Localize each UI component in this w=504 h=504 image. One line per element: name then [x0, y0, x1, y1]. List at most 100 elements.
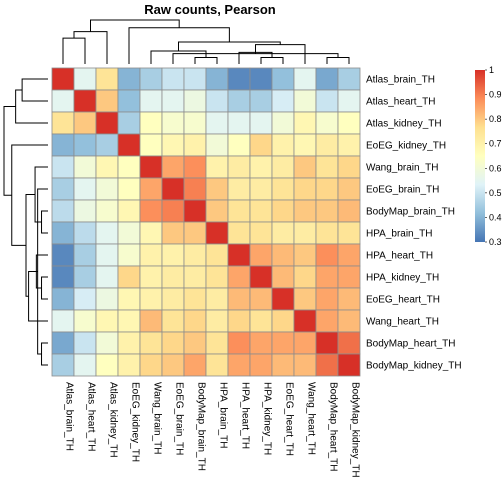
heatmap-cell — [73, 111, 97, 135]
dendrogram-branch — [62, 37, 86, 64]
dendrogram-branch — [21, 78, 48, 102]
heatmap-cell — [271, 243, 295, 267]
row-label: HPA_heart_TH — [366, 251, 433, 262]
heatmap-cell — [293, 133, 317, 157]
heatmap-cell — [51, 155, 75, 179]
heatmap-cell — [161, 331, 185, 355]
heatmap-cell — [139, 199, 163, 223]
heatmap-cell — [271, 353, 295, 377]
heatmap-cell — [117, 221, 141, 245]
heatmap-cell — [161, 221, 185, 245]
heatmap-cell — [51, 111, 75, 135]
heatmap-cell — [73, 353, 97, 377]
row-label: HPA_brain_TH — [366, 229, 433, 240]
dendrogram-branch — [41, 210, 48, 234]
heatmap-cell — [205, 353, 229, 377]
heatmap-cell — [337, 353, 361, 377]
heatmap-cell — [117, 133, 141, 157]
column-label: Atlas_heart_TH — [86, 382, 97, 451]
dendrogram-branch — [90, 19, 180, 32]
heatmap-cell — [205, 111, 229, 135]
heatmap-cell — [161, 177, 185, 201]
row-label: EoEG_brain_TH — [366, 185, 439, 196]
colorbar-tick-label: 0.8 — [489, 114, 502, 124]
heatmap-cell — [337, 265, 361, 289]
heatmap-cell — [73, 177, 97, 201]
heatmap-cell — [117, 199, 141, 223]
heatmap-cell — [117, 111, 141, 135]
row-label: BodyMap_brain_TH — [366, 207, 455, 218]
heatmap-cell — [271, 89, 295, 113]
heatmap-cell — [249, 287, 273, 311]
heatmap-cell — [117, 353, 141, 377]
heatmap-cell — [73, 199, 97, 223]
heatmap-cell — [139, 331, 163, 355]
heatmap-cell — [117, 67, 141, 91]
heatmap-cell — [293, 67, 317, 91]
dendrogram-branch — [194, 57, 218, 64]
dendrogram-branch — [260, 57, 284, 64]
heatmap-cell — [205, 133, 229, 157]
row-label: BodyMap_kidney_TH — [366, 361, 462, 372]
heatmap-cell — [293, 353, 317, 377]
heatmap-cell — [183, 199, 207, 223]
dendrogram-branch — [25, 194, 36, 297]
heatmap-cell — [161, 89, 185, 113]
heatmap-cell — [293, 331, 317, 355]
heatmap-cell — [337, 89, 361, 113]
heatmap-cell — [51, 331, 75, 355]
row-label: HPA_kidney_TH — [366, 273, 439, 284]
heatmap-cell — [183, 353, 207, 377]
heatmap-cell — [293, 309, 317, 333]
heatmap-cell — [117, 331, 141, 355]
heatmap-cell — [73, 265, 97, 289]
heatmap-cell — [51, 133, 75, 157]
heatmap-cell — [249, 89, 273, 113]
column-label: HPA_kidney_TH — [262, 382, 273, 455]
dendrogram-branch — [15, 89, 48, 124]
heatmap-cell — [139, 309, 163, 333]
chart-title: Raw counts, Pearson — [144, 2, 276, 17]
heatmap-cell — [95, 287, 119, 311]
heatmap-cell — [183, 89, 207, 113]
heatmap-cell — [227, 199, 251, 223]
heatmap-cell — [337, 331, 361, 355]
heatmap-cell — [95, 199, 119, 223]
heatmap-cell — [205, 199, 229, 223]
heatmap-cell — [205, 155, 229, 179]
heatmap-cell — [139, 287, 163, 311]
heatmap-cell — [249, 155, 273, 179]
heatmap-cell — [315, 177, 339, 201]
heatmap-cell — [249, 331, 273, 355]
dendrogram-branch — [11, 144, 48, 246]
column-label: EoEG_kidney_TH — [130, 382, 141, 462]
heatmap-cell — [249, 309, 273, 333]
heatmap-cell — [139, 353, 163, 377]
heatmap-cell — [73, 243, 97, 267]
row-label: EoEG_heart_TH — [366, 295, 440, 306]
heatmap-cell — [161, 287, 185, 311]
heatmap-cell — [183, 265, 207, 289]
column-label: Atlas_kidney_TH — [108, 382, 119, 458]
dendrogram-branch — [37, 188, 48, 355]
heatmap-cell — [337, 133, 361, 157]
heatmap-cell — [337, 67, 361, 91]
heatmap-cell — [161, 199, 185, 223]
heatmap-cell — [183, 331, 207, 355]
heatmap-cell — [161, 111, 185, 135]
heatmap-cell — [95, 353, 119, 377]
heatmap-cell — [315, 353, 339, 377]
heatmap-cell — [139, 221, 163, 245]
heatmap-cell — [183, 111, 207, 135]
heatmap-cell — [161, 309, 185, 333]
row-label: Atlas_kidney_TH — [366, 119, 442, 130]
heatmap-cell — [183, 67, 207, 91]
heatmap-cell — [227, 111, 251, 135]
heatmap-cell — [139, 133, 163, 157]
heatmap-cell — [227, 353, 251, 377]
heatmap-cell — [271, 331, 295, 355]
heatmap-cell — [205, 331, 229, 355]
heatmap-cell — [95, 89, 119, 113]
heatmap-cell — [315, 331, 339, 355]
